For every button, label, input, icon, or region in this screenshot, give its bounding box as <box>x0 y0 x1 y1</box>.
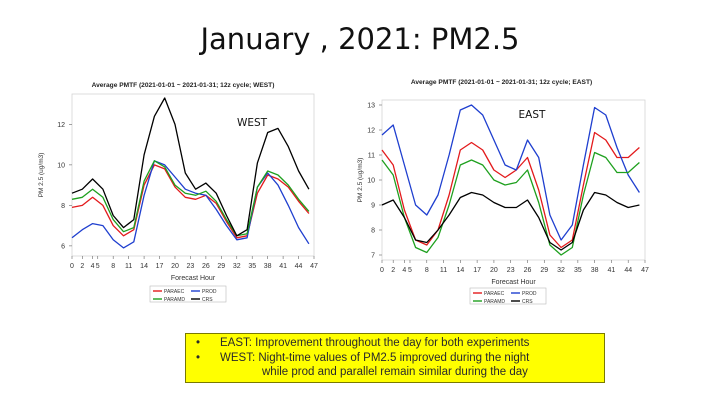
x-tick-label: 47 <box>641 267 649 274</box>
x-tick-label: 44 <box>624 267 632 274</box>
bullet-east: • EAST: Improvement throughout the day f… <box>196 336 604 351</box>
x-tick-label: 26 <box>524 267 532 274</box>
legend-label: PARAMD <box>164 297 185 303</box>
y-tick-label: 11 <box>368 153 375 160</box>
x-tick-label: 2 <box>80 263 84 270</box>
legend-box <box>149 285 227 303</box>
plot-frame <box>71 93 315 257</box>
x-tick-label: 23 <box>507 267 515 274</box>
y-axis-label: PM 2.5 (ug/m3) <box>357 158 364 203</box>
chart-title: Average PMTF (2021-01-01 ~ 2021-01-31; 1… <box>92 82 275 89</box>
x-tick-label: 5 <box>96 263 100 270</box>
x-tick-label: 35 <box>248 263 256 270</box>
y-tick-label: 6 <box>61 243 65 250</box>
legend-label: PARAEC <box>164 289 185 295</box>
region-annotation: WEST <box>237 117 268 129</box>
series-line-paramd <box>71 160 310 237</box>
y-tick-label: 13 <box>367 103 375 110</box>
series-line-paraec <box>381 131 640 249</box>
plot-frame <box>381 99 646 261</box>
x-tick-label: 47 <box>310 263 318 270</box>
x-tick-label: 44 <box>295 263 303 270</box>
east-chart-panel: Average PMTF (2021-01-01 ~ 2021-01-31; 1… <box>352 70 650 310</box>
legend-label: CRS <box>202 297 213 303</box>
x-tick-label: 20 <box>171 263 179 270</box>
legend: PARAEC PROD PARAMD CRS <box>469 287 547 305</box>
series-line-crs <box>71 97 310 237</box>
bullet-west: • WEST: Night-time values of PM2.5 impro… <box>196 351 604 366</box>
west-chart: Average PMTF (2021-01-01 ~ 2021-01-31; 1… <box>38 82 318 303</box>
x-tick-label: 17 <box>473 267 481 274</box>
y-tick-label: 12 <box>367 128 375 135</box>
x-tick-label: 8 <box>425 267 429 274</box>
east-chart: Average PMTF (2021-01-01 ~ 2021-01-31; 1… <box>357 79 649 305</box>
x-tick-label: 29 <box>217 263 225 270</box>
bullet-text: WEST: Night-time values of PM2.5 improve… <box>220 351 530 364</box>
slide-title: January , 2021: PM2.5 <box>200 22 520 56</box>
legend-label: PARAMD <box>484 299 505 305</box>
x-tick-label: 35 <box>574 267 582 274</box>
series-line-paramd <box>381 151 640 256</box>
x-tick-label: 32 <box>557 267 565 274</box>
x-tick-label: 29 <box>540 267 548 274</box>
x-tick-label: 17 <box>156 263 164 270</box>
x-tick-label: 5 <box>408 267 412 274</box>
series-line-crs <box>381 191 640 251</box>
x-tick-label: 8 <box>111 263 115 270</box>
chart-title: Average PMTF (2021-01-01 ~ 2021-01-31; 1… <box>411 79 592 86</box>
x-axis-label: Forecast Hour <box>491 279 536 286</box>
bullet-continuation-text: while prod and parallel remain similar d… <box>262 366 528 378</box>
x-tick-label: 14 <box>456 267 464 274</box>
y-tick-label: 8 <box>61 203 65 210</box>
bullet-text: EAST: Improvement throughout the day for… <box>220 337 530 349</box>
y-tick-label: 8 <box>371 228 375 235</box>
x-axis-label: Forecast Hour <box>171 275 216 282</box>
x-tick-label: 2 <box>391 267 395 274</box>
y-tick-label: 7 <box>371 253 375 260</box>
bullet-marker: • <box>196 351 201 364</box>
legend-box <box>469 287 547 305</box>
summary-bullets: • EAST: Improvement throughout the day f… <box>185 333 605 383</box>
y-tick-label: 10 <box>57 162 65 169</box>
x-tick-label: 23 <box>187 263 195 270</box>
legend-label: PARAEC <box>484 291 505 297</box>
x-tick-label: 26 <box>202 263 210 270</box>
legend: PARAEC PROD PARAMD CRS <box>149 285 227 303</box>
x-tick-label: 11 <box>125 263 132 270</box>
x-tick-label: 14 <box>140 263 148 270</box>
region-annotation: EAST <box>519 109 546 121</box>
legend-label: PROD <box>202 289 217 295</box>
x-tick-label: 4 <box>402 267 406 274</box>
y-axis-label: PM 2.5 (ug/m3) <box>38 153 45 198</box>
y-tick-label: 9 <box>371 203 375 210</box>
x-tick-label: 4 <box>91 263 95 270</box>
bullet-marker: • <box>196 337 201 349</box>
legend-label: CRS <box>522 299 533 305</box>
x-tick-label: 32 <box>233 263 241 270</box>
series-line-prod <box>71 160 310 249</box>
x-tick-label: 11 <box>440 267 447 274</box>
y-tick-label: 10 <box>367 178 375 185</box>
series-line-prod <box>381 104 640 241</box>
x-tick-label: 0 <box>70 263 74 270</box>
x-tick-label: 20 <box>490 267 498 274</box>
x-tick-label: 0 <box>380 267 384 274</box>
bullet-continuation: while prod and parallel remain similar d… <box>196 365 604 380</box>
x-tick-label: 41 <box>279 263 287 270</box>
x-tick-label: 41 <box>608 267 616 274</box>
y-tick-label: 12 <box>57 122 65 129</box>
legend-label: PROD <box>522 291 537 297</box>
x-tick-label: 38 <box>591 267 599 274</box>
west-chart-panel: Average PMTF (2021-01-01 ~ 2021-01-31; 1… <box>34 72 324 310</box>
x-tick-label: 38 <box>264 263 272 270</box>
